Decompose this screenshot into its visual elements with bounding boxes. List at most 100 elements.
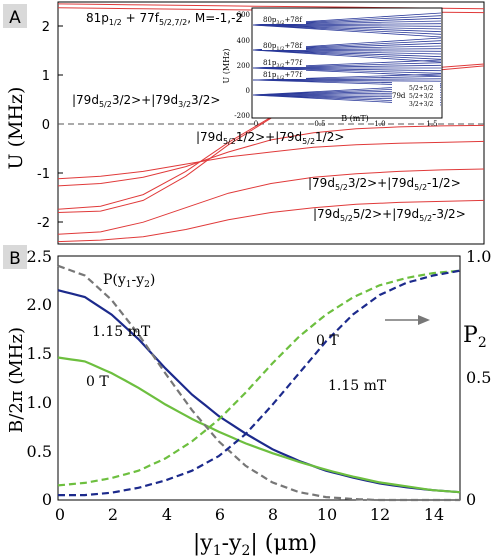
ytick-label: -1 (37, 167, 50, 182)
inset-label-bg (262, 41, 306, 50)
inset-label-81p32: 81p3/2+77f (263, 59, 303, 69)
energy-curve-4 (57, 168, 485, 235)
panel-b-ylabel-left: B/2π (MHz) (6, 327, 27, 433)
ytick-left: 2.5 (27, 247, 52, 266)
panel-b-xlabel: |y1-y2| (μm) (193, 531, 317, 559)
xtick: 10 (317, 505, 337, 524)
ytick-left: 1.5 (27, 344, 52, 363)
label-p-0: 0 T (316, 333, 339, 349)
curve-2 (57, 264, 460, 502)
curve-3 (57, 269, 461, 487)
ytick-left: 0 (42, 490, 52, 509)
inset-ytick: -200 (234, 112, 250, 120)
inset-band-line-1 (252, 49, 442, 58)
xtick: 12 (370, 505, 390, 524)
inset-xtick: 0.5 (314, 120, 325, 128)
inset-label-bg (262, 58, 306, 67)
panel-b-yticks-right: 0 0.5 1.0 (466, 247, 491, 509)
panel-b-xticks: 0 2 4 6 8 10 12 14 (55, 505, 444, 524)
inset-band-line-0 (252, 24, 442, 30)
ytick-right: 1.0 (466, 247, 491, 266)
panel-a: A 2 1 0 -1 -2 U (MHz) 81p1/2 + 77f5/2,7/… (3, 1, 485, 245)
label-b-0: 0 T (86, 374, 109, 390)
inset-label-79d-a: 5/2+5/2 (409, 85, 434, 92)
arrow-right (385, 315, 430, 325)
inset-band-line-0 (252, 24, 442, 35)
inset-band-line-0 (252, 23, 442, 26)
ytick-label: 0 (42, 118, 50, 133)
xtick: 4 (162, 505, 172, 524)
inset-label-bg (392, 82, 440, 110)
inset-band-line-1 (252, 49, 442, 55)
inset-xtick: 1.5 (426, 120, 437, 128)
inset-label-bg (262, 70, 306, 79)
inset-label-80p12: 80p1/2+78f (263, 42, 303, 52)
energy-curve-3 (57, 140, 485, 180)
inset-ytick: 200 (237, 62, 250, 70)
label-p-115: 1.15 mT (328, 378, 387, 394)
ytick-left: 2.0 (27, 295, 52, 314)
energy-curve-2 (57, 124, 485, 187)
inset-ytick: 600 (237, 11, 250, 19)
curve-4 (58, 269, 461, 497)
panel-a-letter: A (9, 8, 21, 28)
energy-curve-5 (57, 199, 485, 243)
panel-b-letter-box (3, 245, 27, 269)
panel-a-ylabel: U (MHz) (5, 87, 27, 170)
inset: 600 400 200 0 -200 U (MHz) 0 0.5 1.0 1.5… (222, 7, 443, 128)
xtick: 0 (55, 505, 65, 524)
panel-a-yticks: 2 1 0 -1 -2 (37, 20, 63, 231)
inset-label-80p32: 80p3/2+78f (263, 16, 303, 26)
inset-ylabel: U (MHz) (222, 49, 231, 84)
ytick-right: 0 (466, 490, 476, 509)
label-79d-d: |79d5/25/2>+|79d5/2-3/2> (313, 207, 466, 223)
inset-band-line-2 (252, 62, 442, 69)
panel-b-frame (57, 255, 461, 501)
inset-band-line-0 (252, 24, 442, 38)
ytick-left: 0.5 (27, 442, 52, 461)
inset-label-79d: 79d (392, 92, 406, 100)
inset-ytick: 0 (246, 87, 250, 95)
inset-band-line-0 (252, 20, 442, 26)
inset-band-line-1 (252, 49, 442, 52)
inset-band-line-2 (252, 64, 442, 69)
label-79d-c: |79d5/23/2>+|79d5/2-1/2> (308, 176, 461, 192)
label-P: P(y1-y2) (103, 272, 155, 290)
label-b-115: 1.15 mT (92, 324, 151, 340)
inset-band-line-0 (252, 24, 442, 33)
inset-xtick: 1.0 (374, 120, 385, 128)
inset-label-79d-b: 5/2+3/2 (409, 93, 434, 100)
label-81p-77f: 81p1/2 + 77f5/2,7/2, M=-1,-2 (86, 11, 243, 27)
inset-xtick: 0 (254, 120, 258, 128)
inset-band-line-0 (252, 24, 442, 27)
xtick: 14 (424, 505, 444, 524)
inset-label-79d-c: 3/2+3/2 (409, 101, 434, 108)
inset-band-line-1 (252, 49, 442, 60)
panel-b-letter: B (9, 249, 21, 269)
arrow-head (418, 315, 430, 325)
ytick-label: 2 (42, 20, 50, 35)
inset-frame-top (251, 7, 443, 119)
inset-band-line-2 (252, 67, 442, 72)
ytick-label: -2 (37, 216, 50, 231)
ytick-label: 1 (42, 69, 50, 84)
label-79d-b: |79d5/21/2>+|79d5/21/2> (196, 130, 344, 146)
ytick-left: 1.0 (27, 393, 52, 412)
xtick: 6 (215, 505, 225, 524)
panel-a-letter-box (3, 4, 27, 28)
inset-label-81p12: 81p1/2+77f (263, 71, 303, 81)
inset-labels: 80p3/2+78f 80p1/2+78f 81p3/2+77f 81p1/2+… (262, 15, 440, 110)
panel-a-frame (57, 1, 485, 245)
panel-b-ylabel-right: P2 (463, 323, 487, 351)
panel-b-curves (57, 264, 461, 502)
ytick-right: 0.5 (466, 368, 491, 387)
inset-band-line-1 (252, 49, 442, 63)
xtick: 8 (268, 505, 278, 524)
curve-1 (57, 356, 461, 494)
label-79d-a: |79d5/23/2>+|79d3/23/2> (72, 93, 220, 109)
inset-ytick: 400 (237, 37, 250, 45)
inset-xlabel: B (mT) (341, 114, 369, 123)
xtick: 2 (108, 505, 118, 524)
inset-band-line-2 (252, 67, 442, 74)
